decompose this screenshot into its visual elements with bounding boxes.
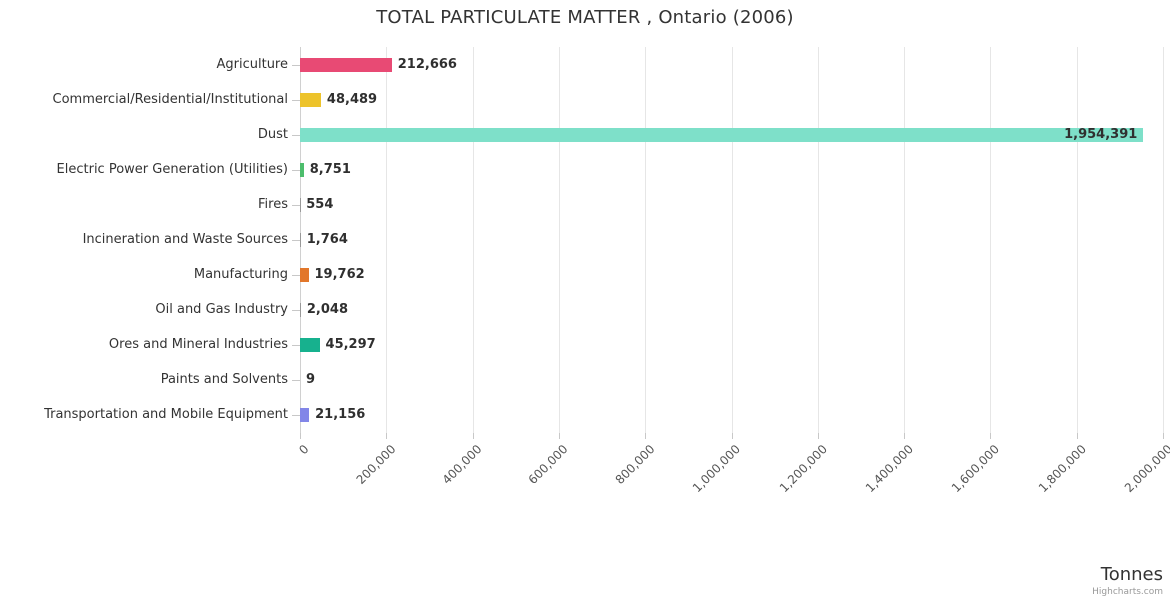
- x-axis-tick: [904, 433, 906, 439]
- x-axis-title: Tonnes: [1100, 564, 1163, 585]
- x-axis-tick: [472, 433, 474, 439]
- gridline: [1163, 47, 1164, 433]
- gridline: [1076, 47, 1078, 433]
- value-label: 2,048: [306, 302, 348, 318]
- value-label: 1,764: [306, 232, 348, 247]
- x-axis-tick: [300, 433, 301, 439]
- value-label: 554: [306, 196, 334, 212]
- category-axis-tick: [292, 64, 300, 66]
- bar[interactable]: [300, 338, 320, 353]
- bar[interactable]: [300, 92, 321, 107]
- x-axis-tick-label: 200,000: [353, 442, 399, 487]
- highcharts-credit-link[interactable]: Highcharts.com: [1092, 587, 1163, 597]
- category-label: Paints and Solvents: [160, 372, 288, 388]
- category-label: Transportation and Mobile Equipment: [44, 407, 288, 423]
- bar[interactable]: [300, 57, 392, 72]
- x-axis-tick: [817, 433, 819, 439]
- category-axis-tick: [292, 415, 300, 417]
- chart-title: TOTAL PARTICULATE MATTER , Ontario (2006…: [376, 7, 794, 28]
- category-label: Agriculture: [216, 56, 289, 72]
- category-axis-tick: [292, 345, 300, 347]
- value-label: 1,954,391: [1064, 126, 1138, 142]
- value-label: 45,297: [325, 337, 376, 353]
- bar[interactable]: [300, 303, 301, 318]
- category-label: Incineration and Waste Sources: [82, 232, 288, 247]
- value-label: 8,751: [309, 161, 351, 177]
- gridline: [386, 47, 388, 433]
- x-axis-tick: [558, 433, 560, 439]
- gridline: [558, 47, 560, 433]
- bar[interactable]: [300, 268, 309, 283]
- x-axis-tick: [990, 433, 992, 439]
- x-axis-tick: [731, 433, 733, 439]
- value-label: 19,762: [314, 267, 365, 283]
- bar[interactable]: [300, 233, 301, 247]
- bar[interactable]: [300, 408, 310, 423]
- gridline: [645, 47, 647, 433]
- category-axis-tick: [292, 204, 300, 206]
- x-axis-tick-label: 1,400,000: [862, 442, 917, 496]
- category-label: Commercial/Residential/Institutional: [52, 91, 289, 107]
- category-axis-tick: [292, 99, 300, 101]
- bar[interactable]: [300, 162, 304, 177]
- category-axis-tick: [292, 310, 300, 312]
- category-axis-tick: [292, 275, 300, 277]
- category-label: Ores and Mineral Industries: [108, 337, 288, 353]
- x-axis-tick-label: 1,200,000: [776, 442, 830, 496]
- x-axis-tick: [1163, 433, 1164, 439]
- category-axis-tick: [292, 169, 300, 171]
- x-axis-tick-label: 800,000: [612, 442, 658, 487]
- x-axis-tick-label: 1,800,000: [1035, 442, 1089, 496]
- gridline: [904, 47, 906, 433]
- category-label: Dust: [257, 126, 288, 142]
- x-axis-tick: [386, 433, 388, 439]
- category-label: Manufacturing: [193, 267, 288, 283]
- gridline: [731, 47, 733, 433]
- category-axis-tick: [292, 134, 300, 136]
- gridline: [817, 47, 819, 433]
- x-axis-tick-label: 1,600,000: [949, 442, 1003, 496]
- category-axis-tick: [292, 380, 300, 382]
- value-label: 9: [306, 372, 316, 388]
- x-axis-tick-label: 1,000,000: [690, 442, 744, 496]
- value-label: 48,489: [326, 91, 378, 107]
- x-axis-tick: [645, 433, 647, 439]
- category-label: Fires: [258, 196, 288, 212]
- category-label: Oil and Gas Industry: [155, 302, 288, 318]
- bar[interactable]: [300, 127, 1144, 142]
- x-axis-tick-label: 2,000,000: [1121, 442, 1170, 496]
- value-label: 212,666: [397, 56, 457, 72]
- value-label: 21,156: [315, 407, 366, 423]
- x-axis-tick: [1076, 433, 1078, 439]
- category-axis-tick: [292, 240, 300, 241]
- x-axis-tick-label: 400,000: [439, 442, 485, 487]
- gridline: [472, 47, 474, 433]
- x-axis-tick-label: 0: [296, 442, 312, 458]
- gridline: [990, 47, 992, 433]
- x-axis-tick-label: 600,000: [525, 442, 571, 487]
- category-label: Electric Power Generation (Utilities): [56, 161, 288, 177]
